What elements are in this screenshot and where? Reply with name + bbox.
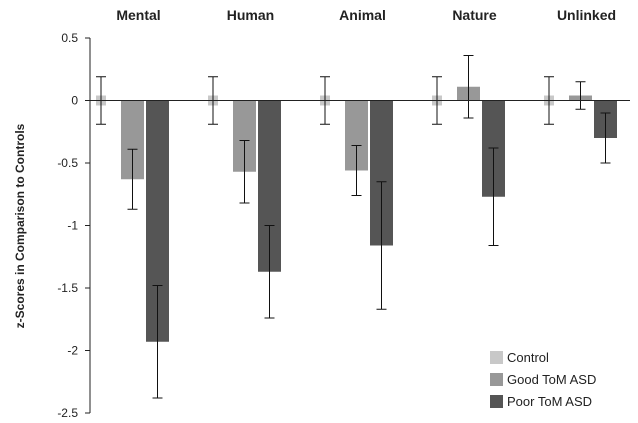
bar xyxy=(146,100,169,342)
legend-label: Good ToM ASD xyxy=(507,372,596,387)
y-tick-label: 0 xyxy=(71,94,78,108)
bar xyxy=(258,100,281,272)
legend-swatch xyxy=(490,373,503,386)
y-axis-title: z-Scores in Comparison to Controls xyxy=(13,123,27,328)
legend-label: Control xyxy=(507,350,549,365)
axes-layer xyxy=(85,37,630,414)
bars-layer xyxy=(96,55,617,399)
bar xyxy=(121,100,144,180)
y-tick-label: -1.5 xyxy=(57,281,78,295)
category-label: Animal xyxy=(339,7,386,23)
labels-layer: 0.5 0 -0.5 -1 -1.5 -2 -2.5 Mental Human Animal Nat… xyxy=(57,7,616,420)
bar xyxy=(370,100,393,246)
legend-swatch xyxy=(490,351,503,364)
legend-swatch xyxy=(490,395,503,408)
y-tick-label: -1 xyxy=(67,219,78,233)
bar xyxy=(345,100,368,171)
category-label: Nature xyxy=(452,7,497,23)
legend: Control Good ToM ASD Poor ToM ASD xyxy=(490,350,596,409)
category-label: Mental xyxy=(116,7,160,23)
y-tick-label: -0.5 xyxy=(57,156,78,170)
bar xyxy=(233,100,256,172)
y-tick-label: -2.5 xyxy=(57,406,78,420)
y-tick-label: 0.5 xyxy=(61,31,78,45)
y-tick-label: -2 xyxy=(67,344,78,358)
category-label: Unlinked xyxy=(557,7,616,23)
category-label: Human xyxy=(227,7,274,23)
legend-label: Poor ToM ASD xyxy=(507,394,592,409)
